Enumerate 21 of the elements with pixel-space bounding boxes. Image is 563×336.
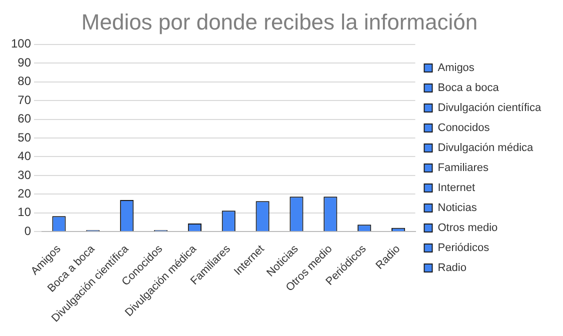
y-tick-label: 50 xyxy=(18,130,32,144)
y-tick-label: 60 xyxy=(18,112,32,126)
y-tick-label: 70 xyxy=(18,92,32,107)
legend-label: Amigos xyxy=(438,62,475,74)
y-tick-label: 0 xyxy=(24,224,32,238)
y-tick-label: 30 xyxy=(18,168,32,182)
legend-label: Otros medio xyxy=(438,222,498,234)
y-tick-label: 100 xyxy=(10,36,32,51)
y-tick-label: 80 xyxy=(18,74,32,88)
legend-label: Conocidos xyxy=(438,122,490,134)
legend-label: Boca a boca xyxy=(438,82,500,94)
legend-label: Familiares xyxy=(438,162,489,174)
legend-label: Noticias xyxy=(438,202,478,214)
legend-label: Divulgación médica xyxy=(438,142,534,154)
y-tick-label: 20 xyxy=(18,186,32,200)
y-tick-label: 90 xyxy=(18,55,32,70)
y-tick-label: 10 xyxy=(18,205,32,220)
legend-label: Internet xyxy=(438,182,476,194)
y-tick-label: 40 xyxy=(18,149,32,164)
legend-label: Divulgación científica xyxy=(438,102,542,114)
chart-title: Medios por donde recibes la información xyxy=(81,9,478,34)
